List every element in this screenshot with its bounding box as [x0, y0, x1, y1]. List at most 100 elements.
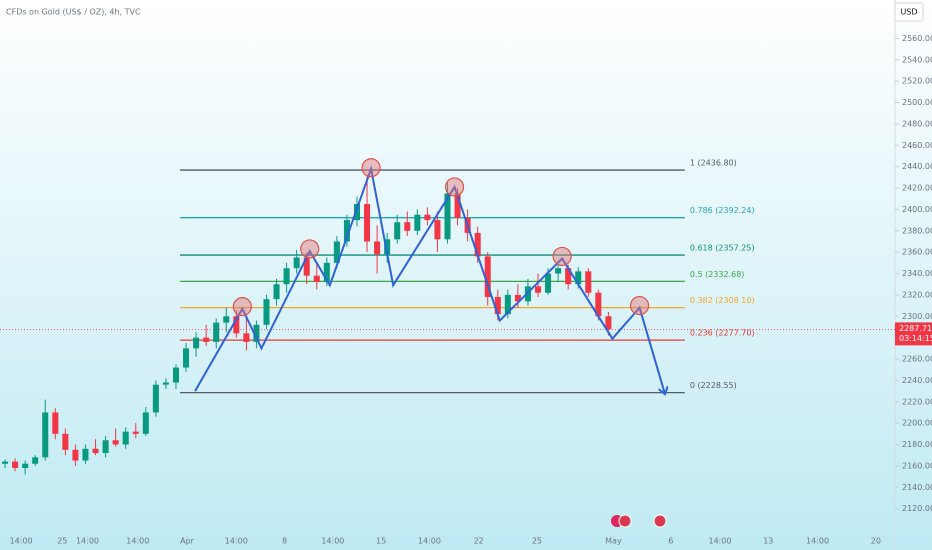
candle-body [313, 275, 320, 283]
candle-body [333, 241, 340, 263]
y-tick-label: 2520.00 [902, 77, 932, 86]
event-icon[interactable] [618, 514, 632, 528]
candle-body [213, 322, 220, 342]
highlight-circle [361, 158, 381, 178]
candle-body [273, 284, 280, 300]
countdown-label: 03:14:15 [899, 334, 932, 343]
y-tick-label: 2300.00 [902, 312, 932, 321]
candle-body [263, 299, 270, 325]
y-tick-label: 2540.00 [902, 55, 932, 64]
x-tick-label: 14:00 [76, 537, 99, 546]
candle-body [534, 286, 542, 293]
fib-label: 0.618 (2357.25) [690, 244, 755, 253]
candle-body [62, 433, 69, 450]
candle-body [484, 256, 491, 298]
x-tick-label: 6 [668, 537, 673, 546]
event-icon[interactable] [653, 514, 667, 528]
y-tick-label: 2240.00 [902, 376, 932, 385]
candle-body [42, 412, 49, 458]
candle-body [112, 440, 119, 445]
candle-body [514, 294, 521, 302]
candle-body [132, 431, 139, 434]
candle-body [92, 448, 99, 454]
candle-body [343, 220, 350, 242]
candle-body [72, 449, 79, 461]
fib-label: 0 (2228.55) [690, 381, 737, 390]
candle-body [605, 316, 612, 330]
candle-body [585, 271, 592, 293]
candle-body [444, 193, 451, 240]
highlight-circle [444, 177, 465, 197]
candle-body [183, 348, 190, 368]
y-tick-label: 2400.00 [902, 205, 932, 214]
currency-button[interactable] [894, 2, 924, 22]
candle-body [253, 324, 260, 342]
x-tick-label: 14:00 [10, 537, 33, 546]
pattern-line [194, 164, 665, 393]
x-tick-label: 22 [474, 537, 484, 546]
candle-body [233, 316, 240, 334]
candle-body [283, 268, 290, 285]
fib-label: 0.382 (2308.10) [690, 296, 755, 305]
candle-body [172, 367, 179, 383]
y-tick-label: 2480.00 [902, 119, 932, 128]
candle-body [404, 222, 411, 231]
x-tick-label: Apr [180, 537, 195, 546]
highlight-circle [232, 297, 252, 317]
y-tick-label: 2560.00 [902, 34, 932, 43]
highlight-circle [300, 239, 320, 259]
y-tick-label: 2420.00 [902, 184, 932, 193]
candle-body [595, 292, 602, 317]
x-tick-label: May [605, 537, 622, 546]
chart-title: CFDs on Gold (US$ / OZ), 4h, TVC [6, 8, 141, 17]
candle-body [102, 440, 109, 454]
y-tick-label: 2120.00 [902, 504, 932, 513]
y-tick-label: 2320.00 [902, 290, 932, 299]
y-tick-label: 2140.00 [902, 483, 932, 492]
candle-body [52, 412, 59, 434]
candle-body [374, 241, 381, 255]
y-tick-label: 2360.00 [902, 248, 932, 257]
x-tick-label: 8 [282, 537, 287, 546]
candle-body [12, 461, 19, 469]
event-icons [611, 514, 667, 528]
candle-body [82, 448, 89, 461]
fib-label: 0.236 (2277.70) [690, 329, 755, 338]
candle-body [424, 214, 431, 221]
y-tick-label: 2260.00 [902, 355, 932, 364]
candle-body [2, 461, 9, 464]
candle-body [303, 257, 310, 276]
highlight-circle [552, 246, 572, 267]
candle-body [152, 384, 159, 413]
y-tick-label: 2220.00 [902, 397, 932, 406]
candle-body [353, 204, 361, 221]
x-tick-label: 20 [871, 537, 881, 546]
candle-body [454, 193, 461, 218]
candle-body [193, 337, 200, 349]
candle-body [364, 204, 371, 242]
x-tick-label: 14:00 [806, 537, 829, 546]
currency-label: USD [900, 8, 917, 17]
x-tick-label: 14:00 [418, 537, 441, 546]
candle-body [565, 268, 572, 285]
y-tick-label: 2500.00 [902, 98, 932, 107]
y-tick-label: 2380.00 [902, 226, 932, 235]
highlight-circle [629, 295, 650, 316]
last-price-box [895, 322, 932, 346]
candle-body [122, 431, 129, 445]
fib-label: 0.5 (2332.68) [690, 270, 745, 279]
y-tick-label: 2440.00 [902, 162, 932, 171]
y-tick-label: 2340.00 [902, 269, 932, 278]
x-tick-label: 13 [763, 537, 773, 546]
x-tick-label: 14:00 [321, 537, 344, 546]
candle-body [494, 297, 501, 315]
y-tick-label: 2200.00 [902, 419, 932, 428]
y-tick-label: 2160.00 [902, 461, 932, 470]
candle-body [32, 457, 39, 464]
candle-body [323, 262, 330, 283]
candle-body [474, 232, 481, 257]
candle-body [293, 257, 300, 269]
x-tick-label: 25 [532, 537, 542, 546]
